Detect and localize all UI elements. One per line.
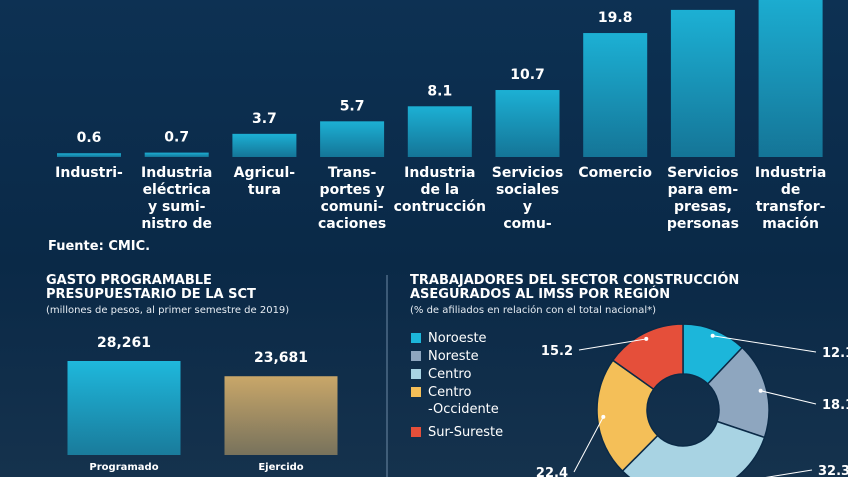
leader-dot	[644, 336, 649, 341]
leader-dot	[710, 333, 715, 338]
bar	[57, 153, 121, 157]
chart-title: TRABAJADORES DEL SECTOR CONSTRUCCIÓN ASE…	[410, 273, 740, 302]
value-label: 18.1	[822, 398, 848, 413]
value-label: 12.1	[822, 346, 848, 361]
leader-line	[760, 390, 817, 405]
legend-swatch	[411, 351, 421, 361]
chart-title: GASTO PROGRAMABLE PRESUPUESTARIO DE LA S…	[46, 273, 256, 302]
source: Fuente: CMIC.	[48, 239, 151, 254]
bar	[583, 33, 648, 157]
bar	[495, 90, 560, 157]
donut-slice	[611, 323, 684, 391]
chart-subtitle: (millones de pesos, al primer semestre d…	[46, 305, 290, 316]
leader-line	[573, 416, 604, 473]
donut-slice	[621, 420, 766, 477]
legend-swatch	[411, 427, 421, 437]
leader-line	[712, 335, 817, 353]
value-label: 8.1	[427, 83, 452, 99]
legend-label: Centro -Occidente	[428, 385, 499, 417]
value-label: 0.7	[164, 130, 189, 146]
value-label: 23,681	[254, 350, 308, 366]
bar	[320, 121, 385, 157]
donut-slice	[596, 359, 659, 473]
legend-label: Noroeste	[428, 331, 487, 346]
bar	[224, 376, 338, 455]
leader-dot	[758, 388, 763, 393]
chart-subtitle: (% de afiliados en relación con el total…	[410, 305, 657, 316]
value-label: 19.8	[598, 10, 633, 26]
bar	[232, 133, 297, 157]
legend-label: Noreste	[428, 349, 479, 364]
legend-swatch	[411, 333, 421, 343]
legend-swatch	[411, 387, 421, 397]
value-label: 3.7	[252, 111, 277, 127]
leader-line	[578, 338, 647, 351]
legend-label: Sur-Sureste	[428, 425, 504, 440]
x-tick-label: Industria eléctrica y sumi- nistro de	[141, 165, 213, 232]
bar	[407, 106, 472, 157]
leader-line	[765, 469, 813, 477]
x-tick-label: Industria de transfor- mación	[754, 165, 827, 232]
x-tick-label: Agricul- tura	[233, 165, 296, 198]
bar	[670, 9, 735, 158]
value-label: 28,261	[97, 335, 151, 351]
bar	[67, 361, 181, 455]
bar	[144, 152, 209, 157]
x-tick-label: Industri-	[55, 165, 123, 181]
leader-dot	[601, 414, 606, 419]
value-label: 0.6	[77, 130, 102, 146]
value-label: 22.4	[536, 466, 568, 477]
value-label: 32.3	[818, 464, 848, 477]
x-tick-label: Servicios para em- presas, personas	[666, 165, 739, 232]
value-label: 15.2	[541, 344, 573, 359]
legend-label: Centro	[428, 367, 472, 382]
x-tick-label: Industria de la contrucción	[393, 165, 487, 215]
x-tick-label: Servicios sociales y comu-	[491, 165, 564, 232]
value-label: 10.7	[510, 67, 545, 83]
value-label: 5.7	[340, 98, 365, 114]
legend-swatch	[411, 369, 421, 379]
x-tick-label: Programado	[89, 462, 158, 473]
x-tick-label: Comercio	[578, 165, 652, 181]
bar	[758, 0, 823, 158]
x-tick-label: Trans- portes y comuni- caciones	[317, 165, 387, 232]
x-tick-label: Ejercido	[258, 462, 303, 473]
